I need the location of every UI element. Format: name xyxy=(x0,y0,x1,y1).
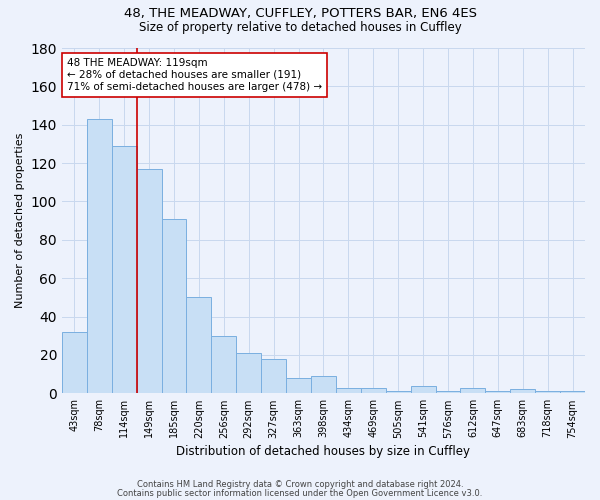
Bar xyxy=(62,332,87,394)
Bar xyxy=(87,119,112,394)
Bar xyxy=(112,146,137,394)
Bar xyxy=(485,392,510,394)
Bar xyxy=(510,390,535,394)
Bar xyxy=(560,392,585,394)
Bar xyxy=(436,392,460,394)
Bar xyxy=(211,336,236,394)
Text: Contains public sector information licensed under the Open Government Licence v3: Contains public sector information licen… xyxy=(118,488,482,498)
Bar xyxy=(361,388,386,394)
Bar xyxy=(161,218,187,394)
Bar xyxy=(410,386,436,394)
Bar xyxy=(535,392,560,394)
Text: 48 THE MEADWAY: 119sqm
← 28% of detached houses are smaller (191)
71% of semi-de: 48 THE MEADWAY: 119sqm ← 28% of detached… xyxy=(67,58,322,92)
Bar xyxy=(261,359,286,394)
Text: 48, THE MEADWAY, CUFFLEY, POTTERS BAR, EN6 4ES: 48, THE MEADWAY, CUFFLEY, POTTERS BAR, E… xyxy=(124,8,476,20)
Bar xyxy=(386,392,410,394)
X-axis label: Distribution of detached houses by size in Cuffley: Distribution of detached houses by size … xyxy=(176,444,470,458)
Bar xyxy=(336,388,361,394)
Text: Size of property relative to detached houses in Cuffley: Size of property relative to detached ho… xyxy=(139,21,461,34)
Bar xyxy=(236,353,261,394)
Bar xyxy=(460,388,485,394)
Bar xyxy=(311,376,336,394)
Y-axis label: Number of detached properties: Number of detached properties xyxy=(15,133,25,308)
Bar xyxy=(137,169,161,394)
Text: Contains HM Land Registry data © Crown copyright and database right 2024.: Contains HM Land Registry data © Crown c… xyxy=(137,480,463,489)
Bar xyxy=(286,378,311,394)
Bar xyxy=(187,298,211,394)
